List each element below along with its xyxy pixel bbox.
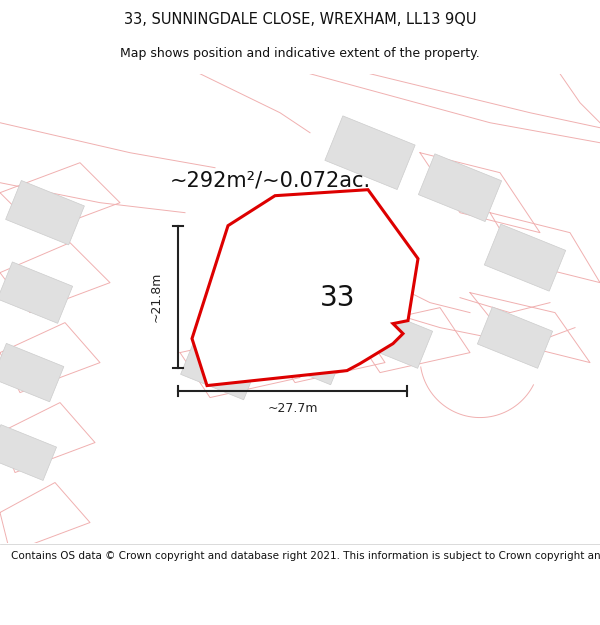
Polygon shape <box>268 321 346 385</box>
Polygon shape <box>478 307 553 368</box>
Polygon shape <box>418 154 502 221</box>
Text: Map shows position and indicative extent of the property.: Map shows position and indicative extent… <box>120 48 480 61</box>
Polygon shape <box>484 224 566 291</box>
Polygon shape <box>5 181 85 245</box>
Polygon shape <box>181 336 259 400</box>
Text: ~27.7m: ~27.7m <box>267 402 318 415</box>
Text: 33: 33 <box>320 284 356 312</box>
Polygon shape <box>358 307 433 368</box>
Text: 33, SUNNINGDALE CLOSE, WREXHAM, LL13 9QU: 33, SUNNINGDALE CLOSE, WREXHAM, LL13 9QU <box>124 12 476 28</box>
Text: ~292m²/~0.072ac.: ~292m²/~0.072ac. <box>169 171 371 191</box>
Text: ~21.8m: ~21.8m <box>149 271 163 322</box>
Polygon shape <box>0 343 64 402</box>
Polygon shape <box>325 116 415 189</box>
Polygon shape <box>0 424 56 481</box>
Polygon shape <box>192 190 418 386</box>
Text: Contains OS data © Crown copyright and database right 2021. This information is : Contains OS data © Crown copyright and d… <box>11 551 600 561</box>
Polygon shape <box>0 262 73 323</box>
